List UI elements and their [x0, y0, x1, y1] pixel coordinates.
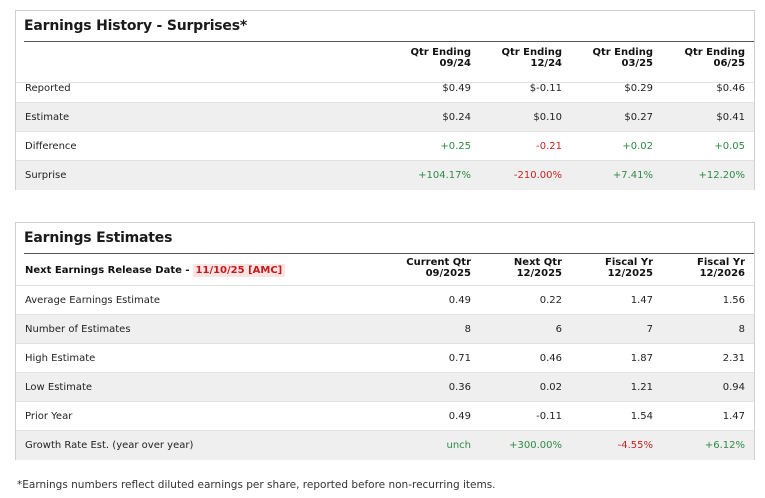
cell-value: 1.21 — [630, 381, 653, 393]
row-label: High Estimate — [25, 352, 96, 364]
col-header-line1: Fiscal Yr — [605, 257, 653, 268]
col-header-line2: 03/25 — [621, 58, 653, 69]
cell-value: 7 — [646, 323, 653, 335]
estimates-row-low: Low Estimate 0.36 0.02 1.21 0.94 — [16, 373, 754, 402]
row-label: Number of Estimates — [25, 323, 131, 335]
cell-value: $0.49 — [442, 82, 471, 94]
cell-value: +6.12% — [704, 440, 745, 451]
row-label: Difference — [25, 140, 77, 152]
estimates-col-header: Next Qtr 12/2025 — [514, 257, 562, 279]
cell-value: -0.21 — [536, 140, 562, 152]
row-label: Estimate — [25, 111, 70, 123]
title-divider — [24, 41, 754, 42]
cell-value: 8 — [738, 323, 745, 335]
next-release-info: Next Earnings Release Date -11/10/25 [AM… — [16, 262, 286, 277]
cell-value: +300.00% — [509, 440, 562, 451]
col-header-line1: Qtr Ending — [592, 47, 653, 58]
estimates-row-growth: Growth Rate Est. (year over year) unch +… — [16, 431, 754, 460]
cell-value: 1.47 — [722, 410, 745, 422]
cell-value: 1.87 — [630, 352, 653, 364]
row-label: Prior Year — [25, 410, 73, 422]
col-header-line1: Current Qtr — [406, 257, 471, 268]
history-row-difference: Difference +0.25 -0.21 +0.02 +0.05 — [16, 132, 754, 161]
cell-value: 1.56 — [722, 294, 745, 306]
estimates-row-average: Average Earnings Estimate 0.49 0.22 1.47… — [16, 286, 754, 315]
col-header-line1: Next Qtr — [513, 257, 562, 268]
cell-value: +0.25 — [440, 140, 471, 152]
cell-value: 0.22 — [539, 294, 562, 306]
cell-value: $0.41 — [716, 111, 745, 123]
cell-value: -210.00% — [513, 170, 562, 181]
estimates-row-prior-year: Prior Year 0.49 -0.11 1.54 1.47 — [16, 402, 754, 431]
cell-value: +0.05 — [714, 140, 745, 152]
estimates-row-count: Number of Estimates 8 6 7 8 — [16, 315, 754, 344]
cell-value: +0.02 — [622, 140, 653, 152]
cell-value: 1.54 — [630, 410, 653, 422]
next-release-label: Next Earnings Release Date - — [25, 265, 190, 276]
row-label: Growth Rate Est. (year over year) — [25, 440, 194, 451]
cell-value: +12.20% — [698, 170, 745, 181]
col-header-line2: 12/2025 — [516, 268, 562, 279]
col-header-line2: 12/2025 — [607, 268, 653, 279]
earnings-history-title: Earnings History - Surprises* — [24, 18, 247, 34]
col-header-line2: 06/25 — [713, 58, 745, 69]
earnings-history-panel: Earnings History - Surprises* Qtr Ending… — [15, 10, 755, 190]
history-col-header: Qtr Ending 06/25 — [684, 47, 745, 69]
cell-value: $0.10 — [533, 111, 562, 123]
row-label: Surprise — [25, 170, 67, 181]
estimates-col-header: Current Qtr 09/2025 — [406, 257, 471, 279]
col-header-line2: 09/24 — [439, 58, 471, 69]
row-label: Reported — [25, 82, 71, 94]
cell-value: +104.17% — [418, 170, 471, 181]
col-header-line2: 12/2026 — [699, 268, 745, 279]
estimates-header-row: Next Earnings Release Date -11/10/25 [AM… — [16, 254, 754, 286]
cell-value: 0.36 — [448, 381, 471, 393]
earnings-estimates-panel: Earnings Estimates Next Earnings Release… — [15, 222, 755, 460]
cell-value: 0.71 — [448, 352, 471, 364]
cell-value: 0.49 — [448, 294, 471, 306]
col-header-line1: Qtr Ending — [410, 47, 471, 58]
history-header-row: Qtr Ending 09/24 Qtr Ending 12/24 Qtr En… — [16, 42, 754, 83]
history-col-header: Qtr Ending 09/24 — [410, 47, 471, 69]
estimates-col-header: Fiscal Yr 12/2026 — [697, 257, 745, 279]
estimates-row-high: High Estimate 0.71 0.46 1.87 2.31 — [16, 344, 754, 373]
cell-value: 8 — [464, 323, 471, 335]
history-row-estimate: Estimate $0.24 $0.10 $0.27 $0.41 — [16, 103, 754, 132]
history-col-header: Qtr Ending 03/25 — [592, 47, 653, 69]
footnote: *Earnings numbers reflect diluted earnin… — [17, 479, 496, 491]
cell-value: +7.41% — [612, 170, 653, 181]
next-release-date-badge[interactable]: 11/10/25 [AMC] — [192, 264, 286, 277]
cell-value: 1.47 — [630, 294, 653, 306]
estimates-col-header: Fiscal Yr 12/2025 — [605, 257, 653, 279]
col-header-line1: Qtr Ending — [501, 47, 562, 58]
cell-value: $0.29 — [624, 82, 653, 94]
cell-value: 0.94 — [722, 381, 745, 393]
col-header-line2: 12/24 — [530, 58, 562, 69]
row-label: Low Estimate — [25, 381, 93, 393]
cell-value: $0.24 — [442, 111, 471, 123]
cell-value: unch — [446, 440, 471, 451]
history-row-reported: Reported $0.49 $-0.11 $0.29 $0.46 — [16, 74, 754, 103]
cell-value: $-0.11 — [529, 82, 562, 94]
cell-value: -0.11 — [536, 410, 562, 422]
col-header-line1: Qtr Ending — [684, 47, 745, 58]
title-divider — [24, 253, 754, 254]
cell-value: 6 — [555, 323, 562, 335]
earnings-estimates-title: Earnings Estimates — [24, 230, 173, 246]
history-row-surprise: Surprise +104.17% -210.00% +7.41% +12.20… — [16, 161, 754, 190]
cell-value: 2.31 — [722, 352, 745, 364]
history-col-header: Qtr Ending 12/24 — [501, 47, 562, 69]
cell-value: $0.27 — [624, 111, 653, 123]
col-header-line2: 09/2025 — [425, 268, 471, 279]
cell-value: 0.49 — [448, 410, 471, 422]
cell-value: 0.46 — [539, 352, 562, 364]
row-label: Average Earnings Estimate — [25, 294, 160, 306]
col-header-line1: Fiscal Yr — [697, 257, 745, 268]
cell-value: 0.02 — [539, 381, 562, 393]
cell-value: $0.46 — [716, 82, 745, 94]
cell-value: -4.55% — [617, 440, 653, 451]
